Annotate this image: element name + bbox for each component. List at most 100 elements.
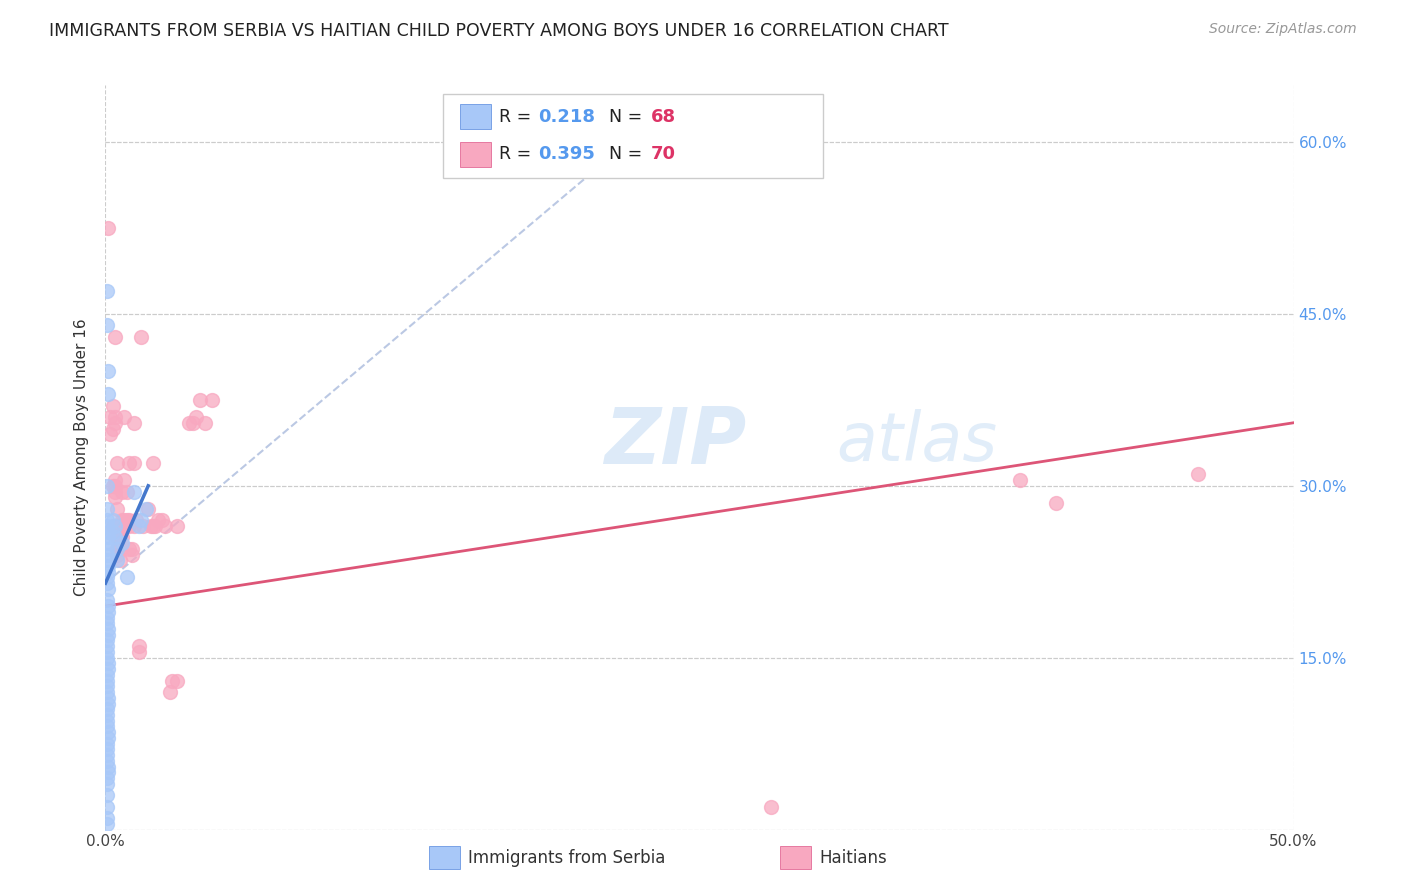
Point	[128, 645, 150, 659]
Point	[97, 628, 120, 642]
Point	[96, 576, 118, 591]
Point	[115, 484, 138, 499]
Point	[97, 765, 120, 780]
Point	[101, 479, 124, 493]
Point	[142, 519, 165, 533]
Point	[115, 570, 138, 584]
Point	[104, 410, 127, 425]
Point	[97, 697, 120, 711]
Point	[152, 513, 174, 527]
Point	[96, 541, 118, 556]
Point	[96, 650, 118, 665]
Point	[97, 524, 120, 539]
Point	[96, 616, 118, 631]
Point	[194, 416, 217, 430]
Text: N =: N =	[609, 145, 648, 163]
Text: N =: N =	[609, 108, 648, 126]
Point	[128, 639, 150, 653]
Text: 0.395: 0.395	[538, 145, 595, 163]
Point	[111, 530, 134, 544]
Point	[142, 456, 165, 470]
Point	[97, 690, 120, 705]
Point	[118, 519, 141, 533]
Point	[96, 714, 118, 728]
Point	[105, 519, 128, 533]
Point	[183, 416, 205, 430]
Point	[96, 737, 118, 751]
Point	[97, 387, 120, 401]
Point	[97, 731, 120, 745]
Point	[96, 799, 118, 814]
Point	[125, 513, 148, 527]
Point	[97, 657, 120, 671]
Point	[122, 519, 145, 533]
Point	[118, 513, 141, 527]
Point	[96, 817, 118, 831]
Point	[101, 519, 124, 533]
Point	[111, 536, 134, 550]
Point	[96, 479, 118, 493]
Point	[111, 519, 134, 533]
Point	[759, 799, 782, 814]
Point	[139, 519, 162, 533]
Point	[166, 673, 188, 688]
Point	[114, 410, 136, 425]
Point	[96, 771, 118, 785]
Point	[132, 519, 155, 533]
Point	[115, 513, 138, 527]
Point	[101, 399, 124, 413]
Point	[122, 416, 145, 430]
Text: Source: ZipAtlas.com: Source: ZipAtlas.com	[1209, 22, 1357, 37]
Point	[118, 456, 141, 470]
Point	[97, 662, 120, 676]
Point	[96, 788, 118, 802]
Point	[105, 548, 128, 562]
Point	[108, 541, 131, 556]
Point	[177, 416, 200, 430]
Point	[184, 410, 207, 425]
Text: Immigrants from Serbia: Immigrants from Serbia	[468, 849, 665, 867]
Point	[1010, 473, 1032, 487]
Point	[96, 513, 118, 527]
Point	[98, 410, 121, 425]
Text: R =: R =	[499, 108, 537, 126]
Point	[96, 536, 118, 550]
Text: 70: 70	[651, 145, 676, 163]
Point	[136, 501, 159, 516]
Point	[96, 593, 118, 607]
Point	[105, 530, 128, 544]
Point	[160, 673, 183, 688]
Point	[108, 530, 131, 544]
Y-axis label: Child Poverty Among Boys Under 16: Child Poverty Among Boys Under 16	[75, 318, 90, 596]
Point	[114, 519, 136, 533]
Point	[121, 548, 143, 562]
Point	[96, 633, 118, 648]
Point	[105, 541, 128, 556]
Point	[96, 719, 118, 733]
Point	[98, 427, 121, 442]
Point	[96, 553, 118, 567]
Point	[96, 679, 118, 693]
Point	[104, 490, 127, 504]
Point	[105, 456, 128, 470]
Point	[96, 702, 118, 716]
Point	[104, 484, 127, 499]
Point	[96, 501, 118, 516]
Point	[129, 513, 152, 527]
Point	[104, 530, 127, 544]
Point	[96, 685, 118, 699]
Point	[1187, 467, 1209, 482]
Point	[96, 610, 118, 624]
Point	[105, 541, 128, 556]
Point	[97, 559, 120, 574]
Point	[101, 421, 124, 435]
Text: ZIP: ZIP	[605, 404, 747, 480]
Point	[104, 479, 127, 493]
Point	[104, 473, 127, 487]
Point	[97, 599, 120, 614]
Point	[96, 639, 118, 653]
Point	[97, 364, 120, 378]
Point	[201, 392, 224, 407]
Point	[96, 747, 118, 762]
Point	[97, 622, 120, 636]
